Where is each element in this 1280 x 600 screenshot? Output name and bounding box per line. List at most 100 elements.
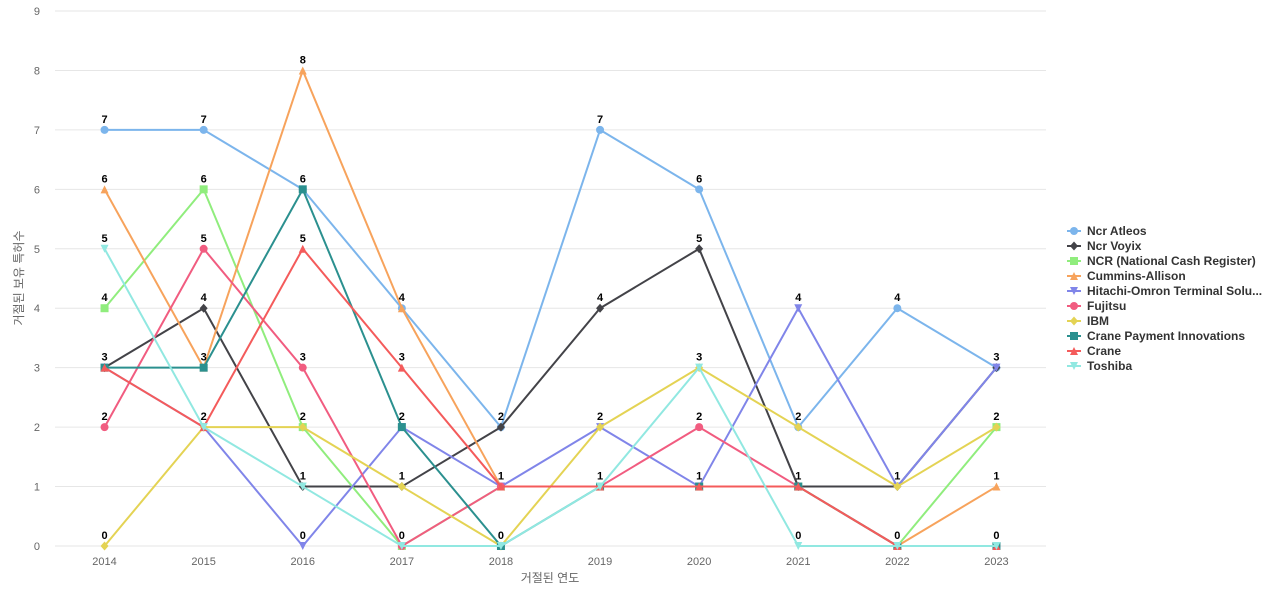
series-9: [100, 244, 1001, 550]
data-point: [992, 363, 1001, 372]
x-tick-label: 2016: [291, 556, 315, 568]
series-0: [100, 125, 1001, 432]
x-tick-label: 2018: [489, 556, 513, 568]
data-point: [992, 542, 1001, 550]
data-point: [100, 304, 109, 313]
y-tick-label: 8: [34, 65, 40, 77]
data-point: [794, 422, 803, 432]
data-point: [397, 363, 406, 372]
legend-item[interactable]: Crane: [1067, 344, 1121, 358]
x-tick-label: 2015: [191, 556, 215, 568]
legend-label: Cummins-Allison: [1087, 269, 1186, 283]
x-tick-label: 2017: [390, 556, 414, 568]
y-tick-label: 4: [34, 303, 40, 315]
data-label: 1: [894, 471, 900, 483]
data-point: [496, 482, 505, 491]
y-tick-label: 7: [34, 125, 40, 137]
data-point: [199, 125, 208, 134]
legend-label: Ncr Atleos: [1087, 224, 1147, 238]
data-point: [100, 125, 109, 134]
data-label: 5: [201, 233, 207, 245]
data-point: [397, 482, 406, 492]
data-label: 1: [399, 471, 405, 483]
y-tick-label: 5: [34, 244, 40, 256]
data-label: 1: [498, 471, 504, 483]
legend-symbol-marker: [1070, 227, 1078, 235]
data-label: 4: [101, 292, 108, 304]
series-line: [103, 247, 998, 547]
data-point: [298, 422, 307, 432]
data-point: [496, 542, 505, 550]
data-point: [695, 244, 704, 254]
data-label: 2: [597, 411, 603, 423]
data-label: 1: [795, 471, 801, 483]
legend-item[interactable]: IBM: [1067, 314, 1109, 328]
legend-item[interactable]: Cummins-Allison: [1067, 269, 1186, 283]
legend-label: Ncr Voyix: [1087, 239, 1142, 253]
data-label: 7: [201, 114, 207, 126]
data-label: 1: [993, 471, 999, 483]
series-8: [100, 244, 1001, 550]
data-point: [893, 482, 902, 492]
data-label: 6: [300, 173, 306, 185]
data-label: 0: [894, 530, 900, 542]
y-tick-label: 9: [34, 6, 40, 18]
data-point: [199, 185, 208, 194]
x-tick-label: 2019: [588, 556, 612, 568]
x-axis-title: 거절된 연도: [521, 571, 580, 585]
legend-label: NCR (National Cash Register): [1087, 254, 1256, 268]
y-tick-label: 1: [34, 482, 40, 494]
data-label: 7: [597, 114, 603, 126]
data-label: 4: [894, 292, 901, 304]
data-point: [695, 482, 704, 491]
legend-label: Crane: [1087, 344, 1121, 358]
legend-item[interactable]: Fujitsu: [1067, 299, 1126, 313]
x-tick-label: 2014: [92, 556, 116, 568]
data-label: 3: [993, 352, 999, 364]
data-point: [298, 542, 307, 550]
legend-symbol-marker: [1070, 272, 1078, 280]
data-label: 3: [101, 352, 107, 364]
data-point: [992, 482, 1001, 491]
data-label: 2: [101, 411, 107, 423]
series-line: [103, 247, 998, 547]
legend-symbol-marker: [1070, 287, 1078, 295]
data-point: [893, 304, 902, 313]
data-label: 3: [201, 352, 207, 364]
x-tick-label: 2021: [786, 556, 810, 568]
series-line: [103, 247, 998, 488]
legend-label: Toshiba: [1087, 359, 1132, 373]
data-label: 0: [101, 530, 107, 542]
data-point: [596, 422, 605, 432]
data-label: 2: [399, 411, 405, 423]
x-tick-label: 2022: [885, 556, 909, 568]
data-label: 2: [795, 411, 801, 423]
data-point: [298, 185, 307, 194]
legend-symbol-marker: [1070, 362, 1078, 370]
legend-label: Fujitsu: [1087, 299, 1126, 313]
data-label: 3: [300, 352, 306, 364]
legend-item[interactable]: NCR (National Cash Register): [1067, 254, 1256, 268]
legend-item[interactable]: Toshiba: [1067, 359, 1132, 373]
series-line: [103, 128, 998, 429]
data-label: 1: [597, 471, 603, 483]
data-label: 6: [201, 173, 207, 185]
data-label: 6: [101, 173, 107, 185]
legend-item[interactable]: Hitachi-Omron Terminal Solu...: [1067, 284, 1262, 298]
data-point: [298, 66, 307, 75]
legend-item[interactable]: Crane Payment Innovations: [1067, 329, 1245, 343]
data-point: [298, 244, 307, 253]
x-axis: 2014 2015 2016 2017 2018 2019 2020 2021 2022 2023: [92, 556, 1008, 568]
series-line: [103, 247, 998, 547]
data-label: 4: [399, 292, 406, 304]
x-tick-label: 2023: [984, 556, 1008, 568]
legend-symbol-marker: [1070, 316, 1078, 326]
data-label: 8: [300, 54, 306, 66]
data-point: [298, 363, 307, 372]
legend-item[interactable]: Ncr Atleos: [1067, 224, 1147, 238]
legend-symbol-marker: [1070, 302, 1078, 310]
data-point: [199, 244, 208, 253]
legend-item[interactable]: Ncr Voyix: [1067, 239, 1142, 253]
legend-symbol-marker: [1070, 332, 1078, 340]
